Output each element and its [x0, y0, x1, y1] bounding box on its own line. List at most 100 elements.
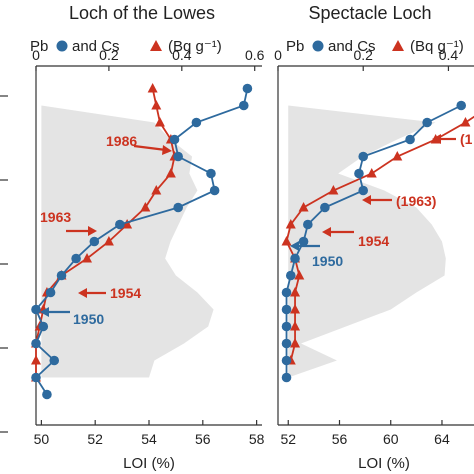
bottom-tick-label: 56 [332, 431, 348, 447]
cs-point [366, 168, 377, 178]
loi-profile [288, 105, 446, 378]
pb-point [358, 185, 369, 196]
annotation-1954: 1954 [358, 233, 389, 249]
annotation-1963-arrowhead [88, 226, 97, 236]
legend-cs-marker [150, 40, 162, 51]
annotation-1986-arrowhead [432, 134, 441, 144]
pb-point [285, 270, 296, 281]
pb-point [71, 253, 81, 264]
pb-point [281, 287, 292, 298]
annotation-1986-arrowhead [162, 145, 172, 155]
pb-point [405, 134, 415, 145]
legend-and-cs-label: and Cs [328, 38, 376, 55]
pb-point [31, 338, 41, 349]
legend-pb-marker [56, 40, 68, 52]
cs-point [31, 355, 41, 365]
annotation-1950-arrowhead [290, 241, 299, 251]
panel-loch-of-the-lowes: Loch of the Lowes Pb and Cs (Bq g⁻¹) 0 0.… [0, 3, 265, 472]
pb-series [281, 100, 467, 383]
cs-point [460, 117, 471, 127]
cs-point [290, 338, 301, 348]
bottom-tick-label: 54 [141, 431, 157, 447]
annotation-1950-arrowhead [40, 307, 49, 317]
cs-point [328, 185, 339, 195]
cs-point [151, 185, 162, 195]
cs-line [285, 115, 474, 361]
cs-point [294, 270, 305, 280]
pb-point [31, 372, 41, 383]
annotation-1954-arrowhead [78, 288, 87, 298]
annotation-1950: 1950 [73, 311, 104, 327]
top-tick-label: 0 [274, 47, 282, 63]
cs-point [122, 219, 133, 229]
annotation-1963: (1963) [396, 193, 436, 209]
pb-point [281, 355, 292, 366]
pb-point [320, 202, 330, 213]
pb-point [281, 321, 292, 332]
legend-and-cs-label: and Cs [72, 38, 120, 55]
pb-point [290, 253, 300, 264]
axes: 0 0.2 0.4 52 56 60 64 [274, 47, 474, 447]
cs-point [165, 168, 176, 178]
top-tick-label: 0 [32, 47, 40, 63]
annotation-1954: 1954 [110, 285, 141, 301]
x-axis-label: LOI (%) [358, 455, 410, 472]
cs-point [290, 287, 301, 297]
pb-point [422, 117, 432, 128]
pb-point [45, 287, 56, 298]
bottom-tick-label: 50 [34, 431, 50, 447]
cs-point [151, 100, 162, 110]
pb-point [358, 151, 369, 162]
pb-point [281, 304, 292, 315]
pb-point [169, 134, 180, 145]
top-tick-label: 0.2 [99, 47, 119, 63]
pb-point [115, 219, 125, 230]
pb-point [281, 338, 292, 349]
cs-point [82, 253, 93, 263]
pb-point [89, 236, 100, 247]
pb-point [56, 270, 67, 281]
top-tick-label: 0.4 [439, 47, 459, 63]
pb-point [242, 83, 253, 94]
bottom-tick-label: 64 [434, 431, 450, 447]
annotation-1954-arrowhead [322, 227, 331, 237]
legend-unit-label: (Bq g⁻¹) [168, 38, 222, 55]
cs-point [281, 236, 292, 246]
pb-point [206, 168, 216, 179]
legend: Pb and Cs (Bq g⁻¹) [286, 38, 464, 55]
legend-cs-marker [392, 40, 404, 51]
annotation-1986: 1986 [106, 133, 137, 149]
pb-point [31, 304, 41, 315]
cs-point [103, 236, 114, 246]
legend-unit-label: (Bq g⁻¹) [410, 38, 464, 55]
annotation-1963-arrowhead [362, 195, 371, 205]
pb-point [354, 168, 364, 179]
cs-point [392, 151, 403, 161]
pb-point [173, 202, 183, 213]
pb-point [38, 321, 49, 332]
pb-point [49, 355, 60, 366]
annotations: (1 (1963) 1954 1950 [290, 131, 473, 269]
cs-point [154, 117, 165, 127]
legend: Pb and Cs (Bq g⁻¹) [30, 38, 222, 55]
pb-point [42, 389, 52, 400]
top-tick-label: 0.4 [172, 47, 192, 63]
legend-pb-marker [312, 40, 324, 52]
pb-point [173, 151, 183, 162]
bottom-tick-label: 58 [249, 431, 265, 447]
cs-point [147, 83, 158, 93]
top-tick-label: 0.6 [245, 47, 265, 63]
loi-area [288, 105, 446, 378]
bottom-tick-label: 52 [87, 431, 103, 447]
legend-pb-label: Pb [286, 38, 304, 55]
pb-series [31, 83, 253, 400]
bottom-tick-label: 60 [383, 431, 399, 447]
pb-point [303, 219, 313, 230]
annotations: 1986 1963 1954 1950 [40, 133, 172, 327]
pb-point [191, 117, 202, 128]
panel-spectacle-loch: Spectacle Loch Pb and Cs (Bq g⁻¹) 0 0.2 0.… [274, 3, 474, 472]
cs-point [298, 202, 309, 212]
annotation-1986-arrow [133, 144, 167, 152]
cs-point [290, 321, 301, 331]
bottom-tick-label: 52 [280, 431, 296, 447]
